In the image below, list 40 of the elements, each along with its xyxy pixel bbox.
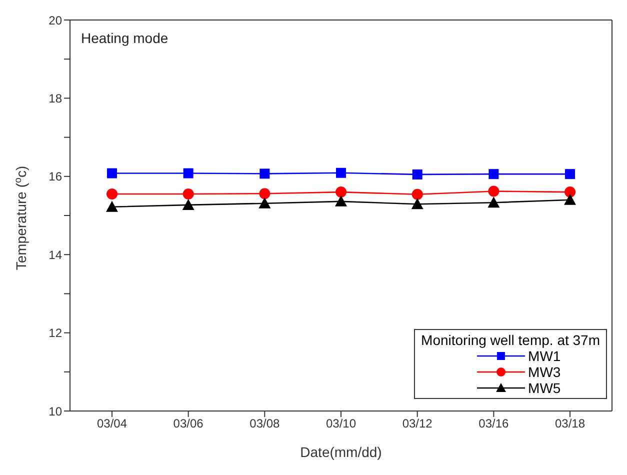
y-tick-label: 12 — [48, 326, 62, 340]
x-tick-label: 03/08 — [250, 416, 280, 431]
point — [488, 169, 499, 180]
point — [182, 198, 194, 210]
legend-label: MW5 — [528, 380, 561, 396]
point — [488, 196, 500, 208]
point — [335, 195, 347, 206]
point — [259, 188, 270, 200]
point — [336, 168, 346, 178]
x-tick-label: 03/16 — [478, 416, 510, 431]
y-tick-label: 20 — [48, 13, 62, 28]
point — [412, 169, 422, 180]
legend-title: Monitoring well temp. at 37m — [421, 332, 600, 348]
point — [565, 169, 576, 180]
point — [182, 188, 194, 200]
x-tick-label: 03/06 — [173, 416, 204, 431]
x-tick-label: 03/12 — [402, 416, 433, 431]
point — [258, 197, 271, 208]
point — [106, 168, 117, 178]
point — [564, 186, 576, 198]
x-axis-title: Date(mm/dd) — [300, 444, 382, 460]
y-tick-label: 18 — [48, 91, 62, 106]
point — [106, 200, 118, 212]
point — [411, 198, 424, 210]
y-tick-label: 10 — [48, 404, 62, 418]
point — [260, 168, 270, 179]
legend-label: MW1 — [528, 348, 561, 364]
point — [488, 186, 500, 197]
point — [564, 194, 576, 205]
legend-label: MW3 — [528, 364, 561, 380]
annotation: Heating mode — [81, 30, 168, 46]
point — [183, 168, 194, 178]
x-tick-label: 03/18 — [555, 416, 586, 431]
point — [412, 188, 423, 200]
y-tick-label: 14 — [48, 248, 62, 262]
x-tick-label: 03/10 — [326, 416, 356, 431]
x-tick-label: 03/04 — [96, 416, 128, 431]
point — [106, 188, 118, 200]
y-tick-label: 16 — [48, 170, 62, 184]
point — [336, 186, 346, 198]
